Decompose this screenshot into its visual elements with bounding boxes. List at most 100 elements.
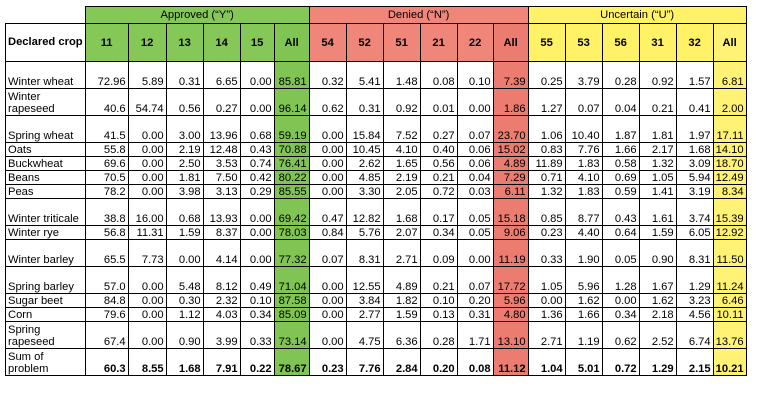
value-cell: 0.00 [127,293,167,308]
value-cell: 0.04 [456,170,494,185]
value-cell: 5.94 [675,170,714,185]
table-row: Winter wheat 72.96 5.89 0.31 6.65 0.00 85.81 0.… [5,61,747,89]
value-cell: 0.17 [419,198,458,226]
value-cell: 3.79 [564,61,603,89]
value-cell: 0.72 [419,184,458,199]
value-cell: 1.29 [638,348,677,376]
value-cell: 3.23 [675,293,714,308]
value-cell: 12.55 [345,266,384,294]
table-row: Oats 55.8 0.00 2.19 12.48 0.43 70.88 0.00 10.45 4… [5,142,747,157]
group-header-row: Approved (“Y”) Denied (“N”) Uncertain (“… [5,6,747,24]
value-cell: 0.72 [601,348,640,376]
value-cell: 11.50 [712,239,747,267]
value-cell: 5.96 [492,293,529,308]
value-cell: 8.31 [345,239,384,267]
value-cell: 1.68 [382,198,421,226]
value-cell: 18.70 [712,156,747,171]
value-cell: 87.58 [273,293,310,308]
value-cell: 14.10 [712,142,747,157]
value-cell: 1.06 [527,115,566,143]
value-cell: 0.22 [239,348,275,376]
code-header-denied-52: 52 [345,23,384,62]
value-cell: 12.49 [712,170,747,185]
value-cell: 2.18 [638,307,677,322]
value-cell: 1.28 [601,266,640,294]
value-cell: 1.81 [165,170,204,185]
table-body: Winter wheat 72.96 5.89 0.31 6.65 0.00 85.81 0.… [5,61,747,376]
value-cell: 9.06 [492,225,529,240]
value-cell: 0.32 [308,61,347,89]
value-cell: 0.00 [165,239,204,267]
code-header-uncertain-all: All [712,23,747,62]
value-cell: 1.59 [638,225,677,240]
value-cell: 1.66 [564,307,603,322]
value-cell: 0.00 [239,61,275,89]
value-cell: 69.42 [273,198,310,226]
group-approved-header: Approved (“Y”) [84,6,310,24]
value-cell: 12.48 [202,142,241,157]
value-cell: 71.04 [273,266,310,294]
value-cell: 1.90 [564,239,603,267]
value-cell: 0.84 [308,225,347,240]
value-cell: 0.47 [308,198,347,226]
value-cell: 0.00 [127,321,167,349]
value-cell: 0.00 [127,170,167,185]
code-header-denied-all: All [492,23,529,62]
value-cell: 7.52 [382,115,421,143]
value-cell: 7.76 [345,348,384,376]
value-cell: 0.31 [456,307,494,322]
value-cell: 1.62 [564,293,603,308]
value-cell: 0.90 [638,239,677,267]
code-header-row: Declared crop 11 12 13 14 15 All 54 52 51 21 22 All… [5,23,747,62]
value-cell: 10.40 [564,115,603,143]
table-row: Winter triticale 38.8 16.00 0.68 13.93 0.00 69… [5,198,747,226]
value-cell: 13.10 [492,321,529,349]
value-cell: 1.62 [638,293,677,308]
value-cell: 41.5 [84,115,129,143]
value-cell: 0.00 [527,293,566,308]
value-cell: 0.00 [127,156,167,171]
value-cell: 70.5 [84,170,129,185]
value-cell: 0.83 [527,142,566,157]
value-cell: 1.48 [382,61,421,89]
code-header-denied-22: 22 [456,23,494,62]
value-cell: 2.77 [345,307,384,322]
value-cell: 5.48 [165,266,204,294]
value-cell: 0.00 [308,170,347,185]
value-cell: 0.23 [527,225,566,240]
value-cell: 13.93 [202,198,241,226]
crop-name-cell: Spring wheat [5,115,86,143]
value-cell: 1.19 [564,321,603,349]
value-cell: 23.70 [492,115,529,143]
value-cell: 0.71 [527,170,566,185]
value-cell: 0.34 [601,307,640,322]
value-cell: 1.32 [638,156,677,171]
value-cell: 4.89 [492,156,529,171]
value-cell: 2.17 [638,142,677,157]
table-row: Peas 78.2 0.00 3.98 3.13 0.29 85.55 0.00 3.30 2.0… [5,184,747,199]
value-cell: 3.09 [675,156,714,171]
table-container: Approved (“Y”) Denied (“N”) Uncertain (“… [5,6,747,376]
value-cell: 67.4 [84,321,129,349]
value-cell: 0.21 [419,170,458,185]
crop-name-cell: Winter triticale [5,198,86,226]
value-cell: 85.09 [273,307,310,322]
table-row: Winter barley 65.5 7.73 0.00 4.14 0.00 77.32 0.… [5,239,747,267]
value-cell: 2.71 [527,321,566,349]
value-cell: 0.00 [127,307,167,322]
value-cell: 0.21 [419,266,458,294]
value-cell: 1.32 [527,184,566,199]
value-cell: 0.04 [601,88,640,116]
value-cell: 15.18 [492,198,529,226]
value-cell: 0.00 [127,266,167,294]
value-cell: 0.00 [239,225,275,240]
value-cell: 0.07 [308,239,347,267]
code-header-approved-12: 12 [127,23,167,62]
table-row: Beans 70.5 0.00 1.81 7.50 0.42 80.22 0.00 4.85 2.… [5,170,747,185]
value-cell: 1.41 [638,184,677,199]
value-cell: 3.19 [675,184,714,199]
value-cell: 4.10 [564,170,603,185]
value-cell: 96.14 [273,88,310,116]
value-cell: 10.21 [712,348,747,376]
value-cell: 76.41 [273,156,310,171]
